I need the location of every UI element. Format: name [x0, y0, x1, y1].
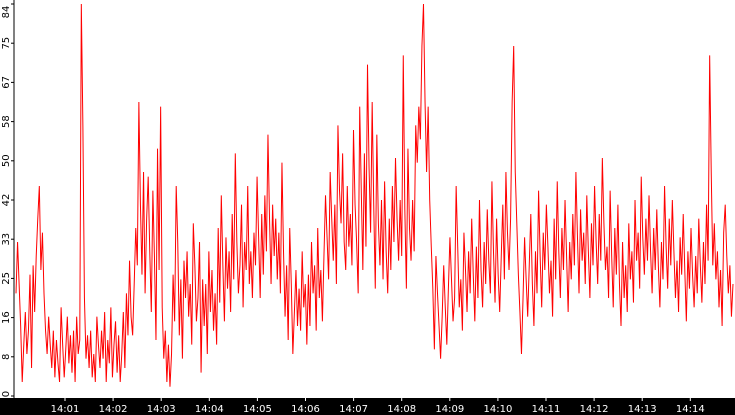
y-tick-label: 58: [1, 115, 12, 128]
y-axis-ticks: 0 8 16 25 33 42 50 58 67 75 84: [1, 0, 15, 398]
y-tick-label: 33: [1, 233, 12, 246]
y-tick-label: 84: [1, 6, 12, 19]
x-tick-label: 14:02: [99, 404, 128, 415]
x-tick-label: 14:04: [195, 404, 224, 415]
x-tick-label: 14:03: [147, 404, 176, 415]
y-tick-label: 0: [1, 391, 12, 397]
y-tick-label: 50: [1, 154, 12, 167]
x-tick-label: 14:09: [435, 404, 464, 415]
x-tick-label: 14:10: [483, 404, 512, 415]
x-tick-label: 14:08: [387, 404, 416, 415]
y-tick-label: 16: [1, 311, 12, 324]
x-tick-label: 14:11: [532, 404, 561, 415]
y-axis-band: [0, 0, 14, 415]
x-axis-ticks: 14:01 14:02 14:03 14:04 14:05 14:06 14:07 14:08…: [51, 398, 705, 415]
x-tick-label: 14:14: [676, 404, 705, 415]
x-tick-label: 14:12: [580, 404, 609, 415]
x-tick-label: 14:07: [339, 404, 368, 415]
x-tick-label: 14:05: [243, 404, 272, 415]
y-tick-label: 8: [1, 354, 12, 360]
series-line: [15, 3, 734, 387]
y-tick-label: 42: [1, 194, 12, 207]
x-axis-band: [0, 398, 735, 415]
y-tick-label: 67: [1, 76, 12, 89]
x-tick-label: 14:06: [291, 404, 320, 415]
y-tick-label: 75: [1, 37, 12, 50]
x-tick-label: 14:13: [628, 404, 657, 415]
y-tick-label: 25: [1, 272, 12, 285]
series-layer: [15, 3, 734, 387]
x-tick-label: 14:01: [51, 404, 80, 415]
